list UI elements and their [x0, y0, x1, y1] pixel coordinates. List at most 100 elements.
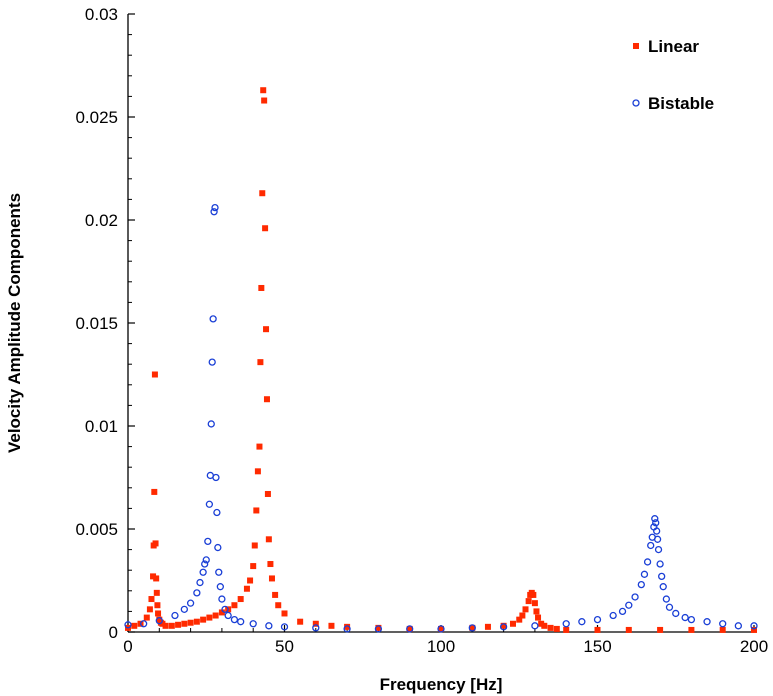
- linear-point: [155, 610, 162, 617]
- linear-point: [156, 616, 163, 623]
- linear-point: [254, 468, 261, 475]
- linear-point: [175, 621, 182, 628]
- bistable-point: [213, 508, 221, 517]
- linear-point: [553, 625, 560, 632]
- linear-point: [657, 626, 664, 633]
- bistable-point: [654, 545, 663, 554]
- bistable-point: [631, 593, 639, 601]
- series-bistable: [124, 203, 758, 633]
- series-layer: [124, 87, 758, 633]
- bistable-point: [658, 572, 666, 581]
- bistable-point: [196, 578, 204, 587]
- linear-point: [625, 626, 632, 633]
- legend-label-linear: Linear: [648, 37, 699, 56]
- linear-point: [262, 225, 269, 232]
- linear-point: [500, 622, 507, 629]
- bistable-point: [204, 537, 212, 546]
- bistable-point: [193, 589, 201, 597]
- bistable-point: [653, 535, 662, 543]
- bistable-point: [374, 625, 383, 633]
- linear-point: [154, 602, 161, 609]
- linear-point: [260, 87, 267, 94]
- bistable-point: [312, 624, 320, 632]
- bistable-point: [265, 622, 273, 630]
- linear-point: [272, 591, 279, 598]
- linear-point: [533, 608, 540, 615]
- linear-point: [250, 563, 257, 570]
- linear-point: [159, 620, 166, 627]
- linear-point: [484, 623, 491, 630]
- y-tick-label: 0.015: [75, 314, 118, 333]
- bistable-point: [562, 620, 570, 628]
- linear-point: [168, 622, 175, 629]
- bistable-point: [719, 620, 727, 628]
- legend-label-bistable: Bistable: [648, 94, 714, 113]
- bistable-point: [216, 583, 224, 591]
- x-ticks: 0 50 100 150 200: [123, 625, 768, 656]
- linear-point: [263, 396, 270, 403]
- bistable-point: [215, 568, 223, 576]
- bistable-point: [672, 609, 680, 618]
- linear-point: [257, 359, 264, 366]
- linear-point: [438, 625, 444, 632]
- x-tick-label: 50: [275, 637, 294, 656]
- bistable-point: [643, 558, 652, 566]
- bistable-point: [625, 601, 633, 609]
- linear-point: [344, 623, 351, 630]
- bistable-point: [230, 615, 239, 624]
- x-tick-label: 0: [123, 637, 132, 656]
- bistable-point: [343, 625, 351, 633]
- linear-point: [237, 596, 244, 603]
- bistable-point: [637, 580, 645, 589]
- linear-point: [259, 190, 266, 197]
- bistable-point: [202, 556, 210, 564]
- linear-point: [751, 626, 757, 633]
- linear-point: [530, 591, 537, 598]
- linear-point: [151, 488, 158, 495]
- linear-point: [267, 561, 274, 568]
- linear-point: [253, 507, 260, 514]
- linear-point: [143, 614, 150, 621]
- legend-marker-bistable: [632, 99, 640, 107]
- linear-point: [181, 620, 188, 627]
- y-ticks: 0 0.005 0.01 0.015 0.02 0.025 0.03: [75, 5, 135, 642]
- linear-point: [519, 612, 526, 619]
- linear-point: [231, 602, 238, 609]
- legend: Linear Bistable: [632, 37, 714, 113]
- bistable-point: [210, 208, 218, 216]
- bistable-point: [656, 560, 664, 568]
- linear-point: [688, 626, 695, 633]
- bistable-point: [201, 560, 209, 568]
- legend-item-bistable: Bistable: [632, 94, 714, 113]
- y-axis-title: Velocity Amplitude Components: [5, 193, 24, 453]
- bistable-point: [199, 568, 207, 576]
- bistable-point: [647, 541, 655, 550]
- linear-point: [594, 626, 601, 633]
- linear-point: [522, 606, 529, 613]
- linear-point: [148, 596, 155, 603]
- bistable-point: [665, 603, 674, 611]
- bistable-point: [124, 621, 132, 629]
- linear-point: [261, 97, 268, 104]
- linear-point: [263, 326, 270, 333]
- bistable-point: [703, 618, 711, 626]
- bistable-point: [218, 595, 226, 603]
- linear-point: [538, 620, 545, 627]
- bistable-point: [171, 611, 179, 620]
- linear-point: [146, 606, 153, 613]
- bistable-point: [212, 473, 220, 482]
- bistable-point: [437, 625, 445, 633]
- y-tick-label: 0.03: [85, 5, 118, 24]
- bistable-point: [681, 613, 689, 622]
- linear-point: [469, 624, 476, 631]
- linear-point: [531, 600, 538, 607]
- linear-point: [256, 443, 263, 450]
- bistable-point: [652, 519, 660, 527]
- bistable-point: [640, 570, 649, 578]
- bistable-point: [406, 625, 414, 633]
- linear-point: [153, 575, 160, 582]
- linear-point: [509, 620, 516, 627]
- linear-point: [265, 536, 272, 543]
- y-tick-label: 0.02: [85, 211, 118, 230]
- linear-point: [152, 540, 159, 547]
